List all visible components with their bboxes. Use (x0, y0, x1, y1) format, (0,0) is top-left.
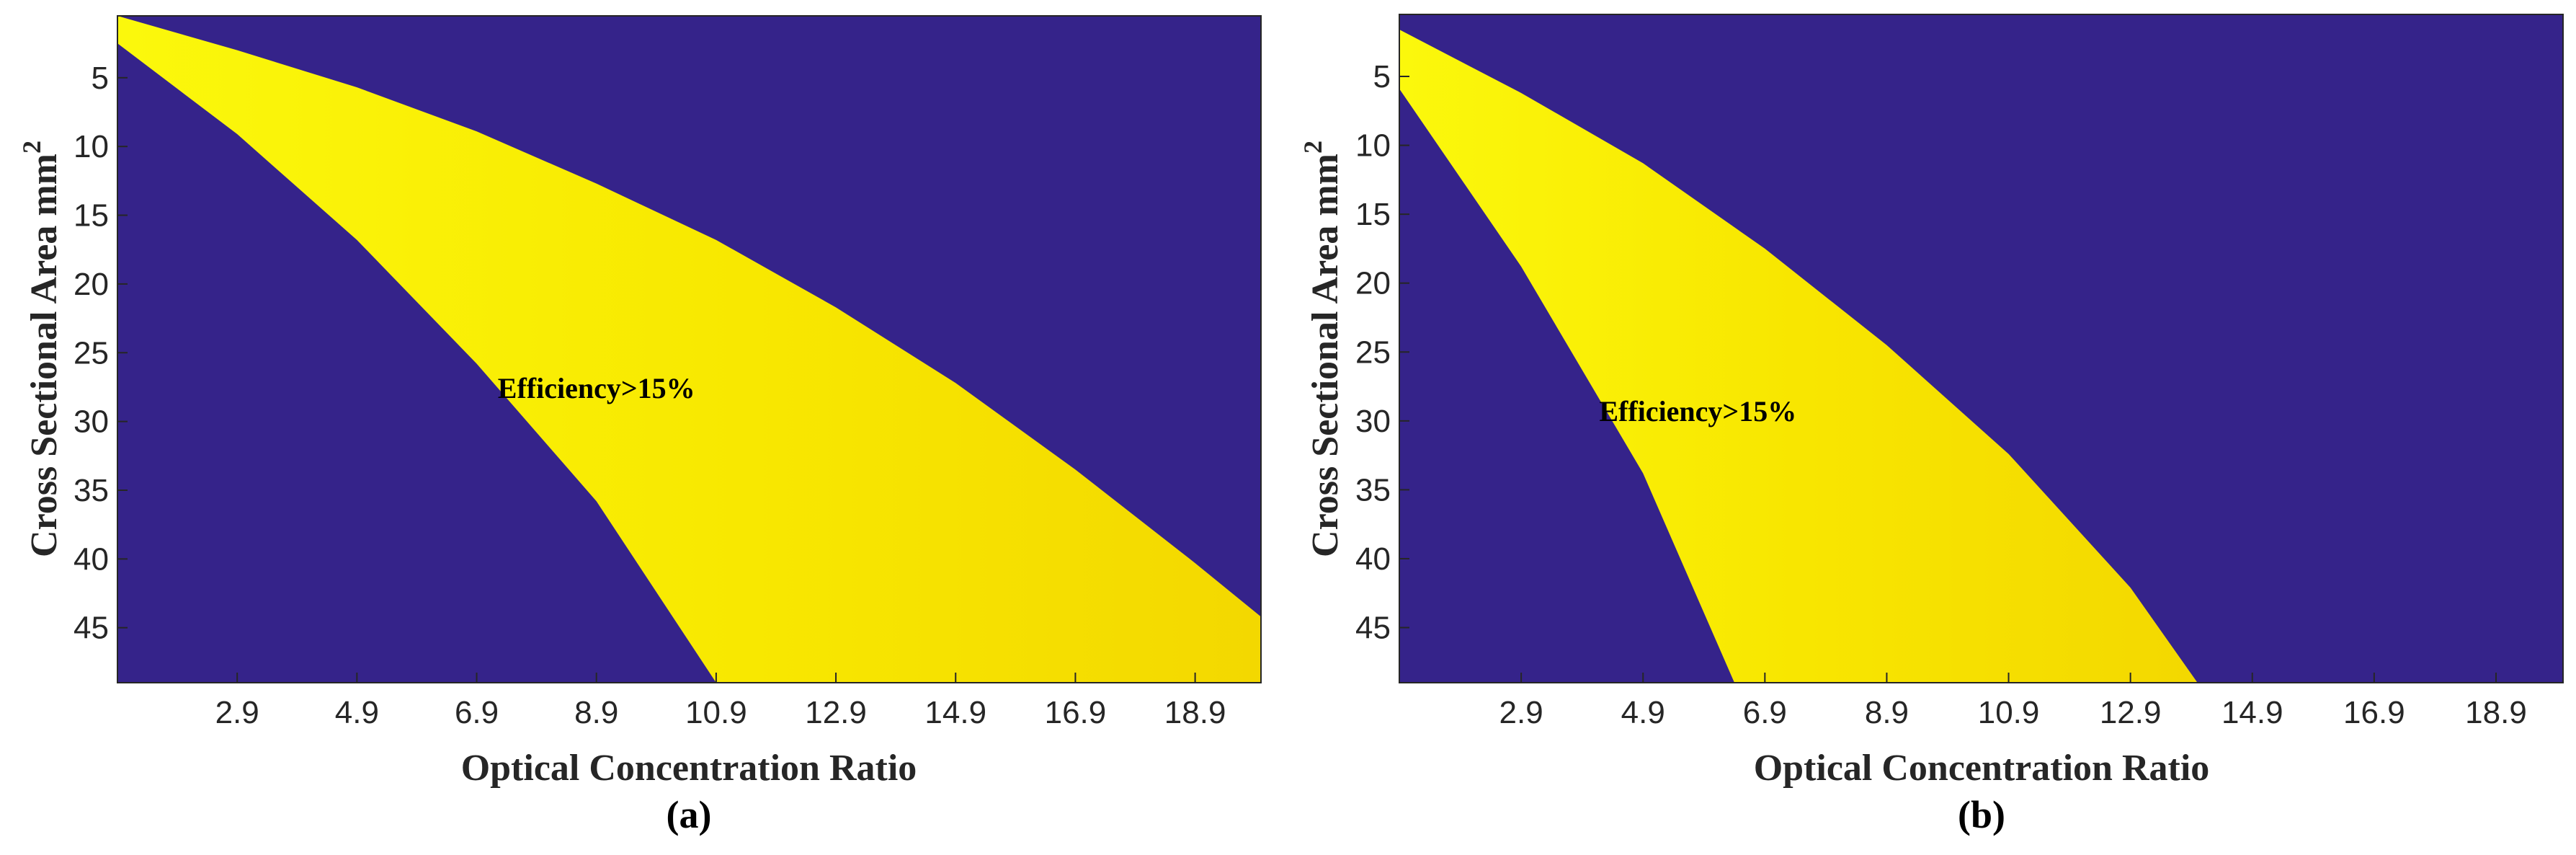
y-tick-label: 5 (92, 61, 109, 96)
x-tick-label: 6.9 (1743, 695, 1787, 730)
annotation-a: Efficiency>15% (498, 372, 695, 404)
y-ticks-b: 5 10 15 20 25 30 35 40 45 (1355, 59, 1409, 646)
y-tick-label: 25 (73, 335, 109, 371)
x-tick-label: 16.9 (1045, 695, 1107, 730)
y-tick-label: 40 (73, 541, 109, 577)
x-tick-label: 18.9 (2465, 695, 2527, 730)
x-tick-label: 2.9 (1499, 695, 1543, 730)
y-tick-label: 20 (1355, 266, 1391, 301)
plot-frame-a (117, 15, 1262, 683)
y-axis-label-sup-b: 2 (1298, 141, 1327, 154)
x-tick-label: 12.9 (2100, 695, 2162, 730)
y-tick-label: 15 (73, 198, 109, 234)
y-axis-label-b: Cross Sectional Area mm2 (1298, 141, 1346, 557)
efficiency-region-b (1399, 30, 2198, 683)
y-ticks-a: 5 10 15 20 25 30 35 40 45 (73, 61, 128, 646)
x-ticks-a: 2.9 4.9 6.9 8.9 10.9 12.9 14.9 16.9 18.9 (215, 673, 1226, 730)
panel-label-a: (a) (667, 793, 712, 836)
x-axis-label-a: Optical Concentration Ratio (461, 748, 917, 789)
y-tick-label: 40 (1355, 541, 1391, 577)
y-tick-label: 10 (73, 129, 109, 164)
panel-label-b: (b) (1958, 793, 2005, 836)
y-axis-label-text-a: Cross Sectional Area mm (24, 154, 65, 557)
y-tick-label: 45 (1355, 611, 1391, 646)
x-tick-label: 14.9 (2221, 695, 2283, 730)
x-tick-label: 12.9 (805, 695, 867, 730)
x-axis-label-b: Optical Concentration Ratio (1754, 748, 2210, 789)
y-axis-label-text-b: Cross Sectional Area mm (1305, 154, 1346, 557)
x-tick-label: 10.9 (1978, 695, 2040, 730)
y-tick-label: 45 (73, 611, 109, 646)
y-tick-label: 35 (1355, 472, 1391, 508)
y-tick-label: 25 (1355, 335, 1391, 370)
x-tick-label: 8.9 (574, 695, 618, 730)
x-tick-label: 10.9 (685, 695, 747, 730)
x-tick-label: 14.9 (924, 695, 986, 730)
y-tick-label: 30 (1355, 404, 1391, 439)
x-tick-label: 18.9 (1164, 695, 1226, 730)
y-tick-label: 15 (1355, 197, 1391, 232)
x-tick-label: 4.9 (335, 695, 379, 730)
y-tick-label: 5 (1373, 59, 1391, 94)
plot-frame-b (1399, 14, 2564, 683)
panel-b: 2.9 4.9 6.9 8.9 10.9 12.9 14.9 16.9 18.9 5 10 15 20… (1298, 14, 2564, 836)
y-tick-label: 20 (73, 267, 109, 302)
efficiency-region-a (117, 16, 1261, 683)
y-axis-label-a: Cross Sectional Area mm2 (17, 141, 65, 557)
x-ticks-b: 2.9 4.9 6.9 8.9 10.9 12.9 14.9 16.9 18.9 (1499, 673, 2527, 730)
x-tick-label: 16.9 (2343, 695, 2405, 730)
panel-a: 2.9 4.9 6.9 8.9 10.9 12.9 14.9 16.9 18.9 5 10 15 20… (17, 15, 1262, 836)
annotation-b: Efficiency>15% (1599, 395, 1796, 428)
y-tick-label: 10 (1355, 128, 1391, 164)
y-tick-label: 30 (73, 404, 109, 440)
y-tick-label: 35 (73, 473, 109, 508)
x-tick-label: 8.9 (1865, 695, 1909, 730)
y-axis-label-sup-a: 2 (17, 141, 46, 154)
x-tick-label: 4.9 (1621, 695, 1665, 730)
x-tick-label: 6.9 (455, 695, 499, 730)
x-tick-label: 2.9 (215, 695, 259, 730)
